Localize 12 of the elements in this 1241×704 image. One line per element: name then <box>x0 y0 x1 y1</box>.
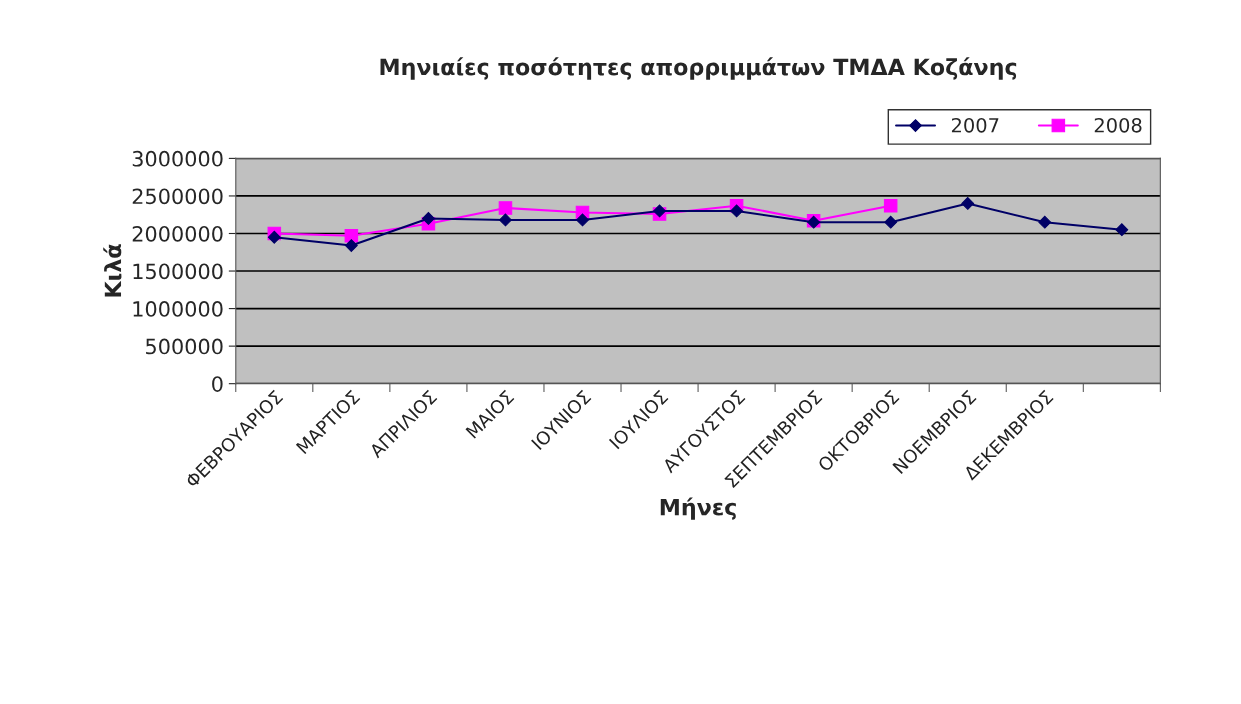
y-tick-label: 2500000 <box>132 188 223 205</box>
y-axis-title: Κιλά <box>103 244 122 297</box>
y-tick-label: 1000000 <box>133 301 223 317</box>
y-tick-label: 2000000 <box>132 225 223 242</box>
chart-title: Μηνιαίες ποσότητες απορριμμάτων ΤΜΔΑ Κοζάνης <box>380 57 1017 80</box>
y-tick-label: 0 <box>212 376 223 392</box>
legend-label: 2008 <box>1094 117 1142 133</box>
legend-label: 2007 <box>951 117 999 133</box>
y-tick-label: 1500000 <box>133 263 223 280</box>
x-axis-title: Μήνες <box>660 497 736 520</box>
y-tick-label: 3000000 <box>132 150 223 167</box>
y-tick-label: 500000 <box>146 338 223 355</box>
